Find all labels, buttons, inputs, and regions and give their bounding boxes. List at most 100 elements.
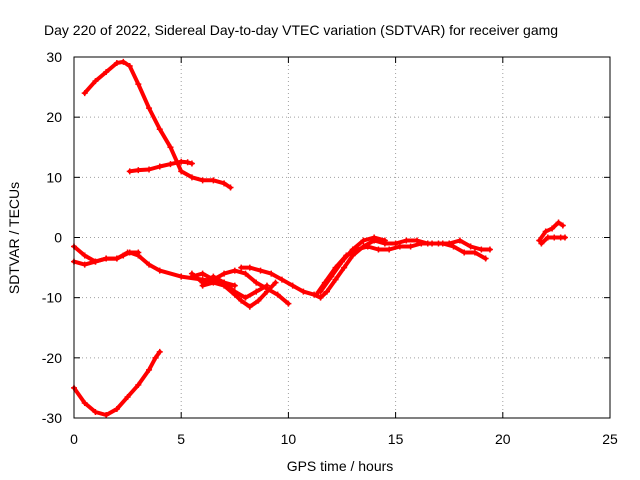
series-pass-f [188,267,292,307]
data-point [323,288,330,295]
x-tick-label: 0 [70,431,78,447]
series-line [189,268,291,306]
y-tick-label: -30 [42,410,62,426]
series-layer [71,58,568,418]
data-point [429,240,436,247]
data-point [255,297,262,304]
series-pass-b-high [126,158,195,175]
x-tick-label: 15 [388,431,404,447]
data-point [538,240,545,247]
data-point [272,279,279,286]
data-point [199,177,206,184]
data-point [285,300,292,307]
data-point [92,408,99,415]
data-point [246,264,253,271]
data-point [178,168,185,175]
data-point [146,261,153,268]
data-point [289,282,296,289]
data-point [81,252,88,259]
data-point [450,243,457,250]
data-point [392,240,399,247]
data-point [551,234,558,241]
data-point [555,219,562,226]
data-point [210,279,217,286]
y-tick-label: 20 [46,109,62,125]
data-point [126,168,133,175]
grid [74,57,610,418]
series-line [82,59,233,190]
data-point [199,279,206,286]
data-point [231,282,238,289]
data-point [113,405,120,412]
y-tick-label: -20 [42,350,62,366]
x-tick-label: 5 [177,431,185,447]
data-point [135,381,142,388]
chart-title: Day 220 of 2022, Sidereal Day-to-day VTE… [44,22,558,38]
data-point [407,243,414,250]
data-point [439,240,446,247]
series-pass-m [538,234,568,247]
data-point [199,270,206,277]
data-point [103,69,110,76]
data-point [360,237,367,244]
data-point [375,246,382,253]
data-point [542,228,549,235]
data-point [146,166,153,173]
data-point [341,264,348,271]
data-point [221,279,228,286]
data-point [135,167,142,174]
data-point [467,243,474,250]
data-point [317,294,324,301]
data-point [231,288,238,295]
data-point [120,58,127,65]
data-point [103,255,110,262]
data-point [92,258,99,265]
data-point [478,246,485,253]
ticks: 0 5 10 15 20 25 -30 -20 -10 0 10 20 30 [42,49,618,447]
data-point [300,288,307,295]
data-point [263,288,270,295]
data-point [227,184,234,191]
data-point [126,63,133,70]
data-point [135,81,142,88]
data-point [124,393,131,400]
data-point [103,411,110,418]
data-point [152,354,159,361]
data-point [461,249,468,256]
x-tick-label: 10 [281,431,297,447]
data-point [544,234,551,241]
data-point [146,366,153,373]
y-tick-label: 10 [46,169,62,185]
data-point [349,246,356,253]
data-point [221,180,228,187]
data-point [253,279,260,286]
data-point [274,291,281,298]
data-point [561,234,568,241]
data-point [238,264,245,271]
data-point [328,273,335,280]
data-point [242,270,249,277]
data-point [339,258,345,265]
data-point [246,303,253,310]
data-point [92,78,99,85]
data-point [156,348,163,355]
data-point [257,267,264,274]
series-pass-i [317,234,388,295]
series-pass-a-high [81,58,234,191]
data-point [113,255,120,262]
data-point [184,159,191,166]
data-point [156,126,163,133]
y-tick-label: 30 [46,49,62,65]
data-point [81,261,88,268]
data-point [471,249,478,256]
data-point [221,270,228,277]
data-point [313,291,320,298]
series-pass-l [536,219,566,244]
data-point [559,222,566,229]
data-point [482,255,489,262]
data-point [210,273,217,280]
data-point [124,249,131,256]
data-point [486,246,493,253]
